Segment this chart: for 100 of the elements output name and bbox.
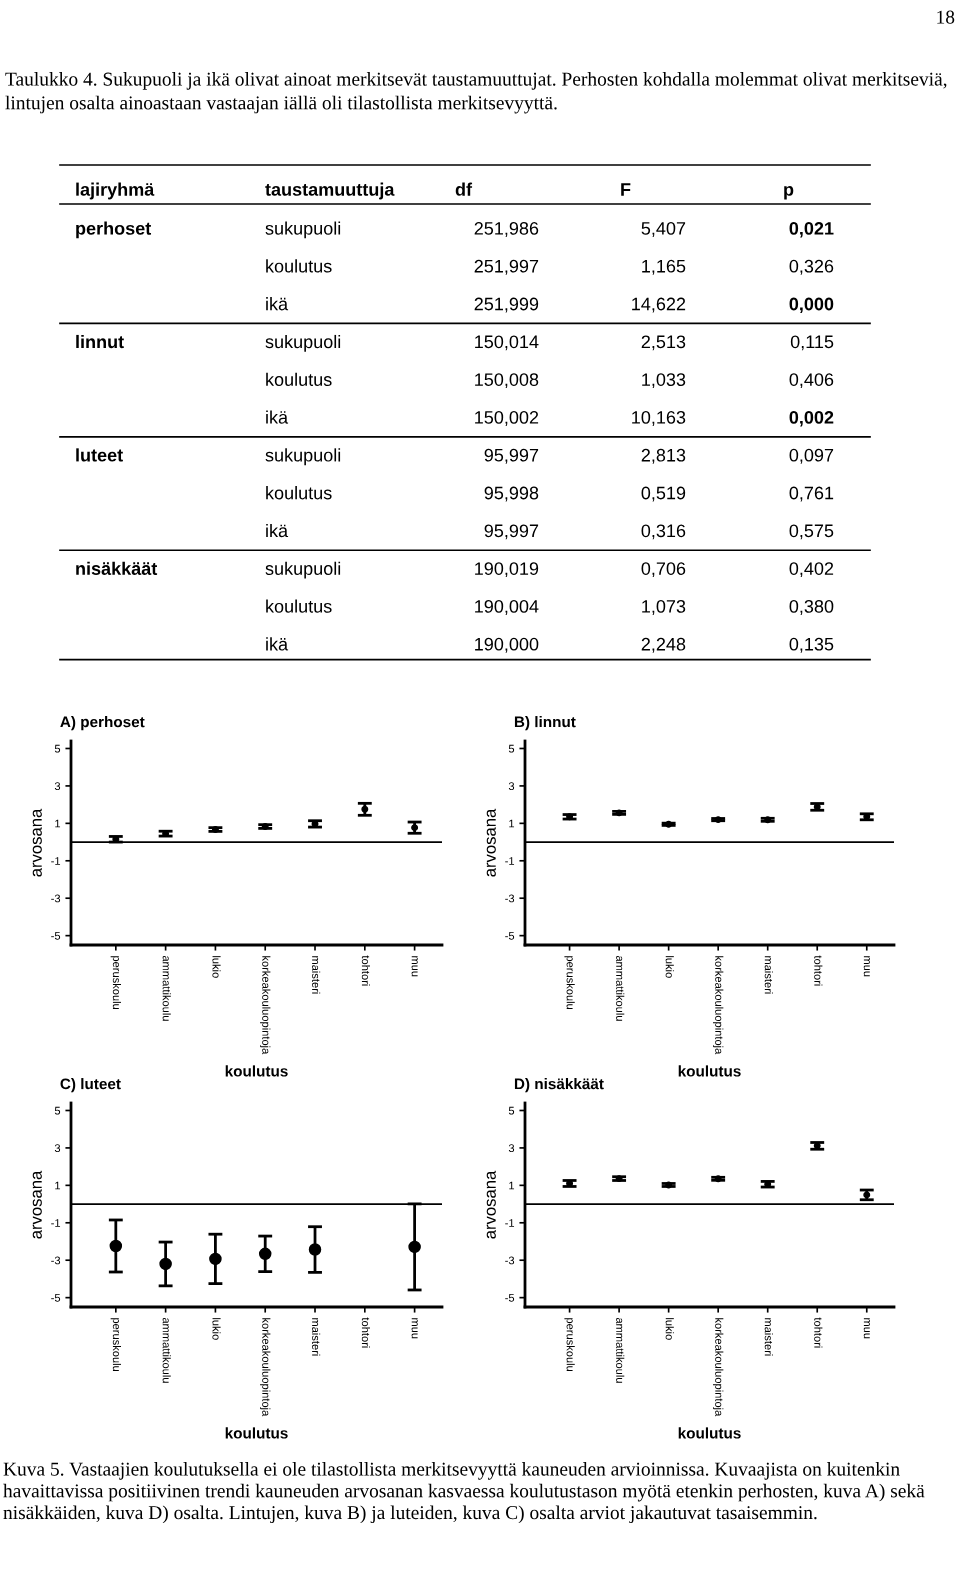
y-axis-title: arvosana xyxy=(32,808,42,877)
text: 251,986 xyxy=(474,222,539,237)
y-axis-title: arvosana xyxy=(486,808,496,877)
x-tick-label: tohtori xyxy=(361,955,370,986)
x-tick-label: maisteri xyxy=(312,956,321,994)
text: 150,002 xyxy=(475,411,539,426)
y-tick-label: -1 xyxy=(505,857,515,865)
text: 0,000 xyxy=(789,297,834,313)
x-axis-title: koulutus xyxy=(678,1427,741,1439)
text: df xyxy=(455,182,473,196)
y-tick-label: 3 xyxy=(508,1144,515,1153)
x-tick-label: muu xyxy=(863,956,870,977)
x-tick-label: korkeakouluopintoja xyxy=(260,1318,271,1417)
text: 251,997 xyxy=(474,259,539,275)
text: luteet xyxy=(76,448,123,462)
x-tick-label: lukio xyxy=(212,1318,221,1340)
text: koulutus xyxy=(266,599,332,613)
x-tick-label: muu xyxy=(411,956,418,977)
text: 0,380 xyxy=(789,600,834,615)
y-tick-label: 5 xyxy=(508,744,515,753)
text: 150,014 xyxy=(475,335,539,351)
text: 10,163 xyxy=(632,411,686,426)
point xyxy=(159,1257,172,1271)
y-tick-label: -3 xyxy=(505,894,515,903)
x-tick-label: peruskoulu xyxy=(110,1318,121,1372)
text: 2,248 xyxy=(641,637,686,653)
y-tick-label: 3 xyxy=(54,1144,61,1153)
text: 0,002 xyxy=(789,411,834,427)
text: lajiryhmä xyxy=(76,182,155,200)
text: 0,097 xyxy=(789,448,834,464)
text: 18 xyxy=(937,10,955,24)
chart-title: D) nisäkkäät xyxy=(514,1078,604,1093)
y-tick-label: -5 xyxy=(51,1294,61,1302)
text: ikä xyxy=(266,410,289,424)
text: 190,019 xyxy=(475,562,539,578)
point xyxy=(408,1240,421,1254)
chart-title: C) luteet xyxy=(60,1078,121,1093)
text: 0,402 xyxy=(789,562,834,578)
text: ikä xyxy=(266,297,289,311)
point xyxy=(109,1239,123,1253)
text: sukupuoli xyxy=(265,448,341,466)
text: koulutus xyxy=(266,372,332,386)
text: 0,021 xyxy=(789,222,834,238)
x-tick-label: korkeakouluopintoja xyxy=(260,956,271,1055)
text: 95,997 xyxy=(484,448,539,464)
text: 0,115 xyxy=(790,335,834,351)
text: 1,073 xyxy=(642,600,686,615)
x-tick-label: ammattikoulu xyxy=(162,955,171,1021)
y-tick-label: -5 xyxy=(505,932,515,940)
chart-title: A) perhoset xyxy=(60,716,145,731)
point xyxy=(209,1252,222,1266)
text: 251,999 xyxy=(474,297,539,313)
y-tick-label: 5 xyxy=(54,1106,61,1115)
y-tick-label: 5 xyxy=(508,1106,515,1115)
text: 95,998 xyxy=(484,486,539,502)
y-tick-label: 1 xyxy=(509,1181,515,1190)
x-tick-label: tohtori xyxy=(361,1317,370,1348)
y-tick-label: 3 xyxy=(54,782,61,791)
x-tick-label: ammattikoulu xyxy=(616,1317,625,1383)
text: koulutus xyxy=(266,259,332,273)
y-tick-label: -1 xyxy=(505,1219,515,1227)
x-axis-title: koulutus xyxy=(225,1427,288,1439)
x-tick-label: lukio xyxy=(665,1318,674,1340)
text: Taulukko 4. Sukupuoli ja ikä olivat ainoat merkitsevät taustamuuttujat. Perhosten kohdalla molemmat olivat merkitseviä, lintujen osalta ainoastaan vastaajan iällä oli tilastollista merkitsevyyttä. xyxy=(5,72,947,114)
text: 0,326 xyxy=(789,259,834,275)
text: koulutus xyxy=(266,486,332,500)
y-tick-label: -3 xyxy=(505,1256,515,1265)
text: 0,316 xyxy=(641,524,686,540)
text: 95,997 xyxy=(484,524,539,540)
y-tick-label: 3 xyxy=(508,782,515,791)
text: 5,407 xyxy=(641,222,686,237)
x-tick-label: lukio xyxy=(665,956,674,978)
text: linnut xyxy=(76,334,124,349)
text: 14,622 xyxy=(632,297,686,313)
x-tick-label: peruskoulu xyxy=(564,1318,575,1372)
x-tick-label: ammattikoulu xyxy=(616,955,625,1021)
text: p xyxy=(784,185,794,200)
x-tick-label: maisteri xyxy=(764,1318,773,1356)
y-axis-title: arvosana xyxy=(486,1170,496,1239)
x-axis-title: koulutus xyxy=(678,1065,741,1077)
y-tick-label: 1 xyxy=(55,1181,61,1190)
point xyxy=(308,1243,322,1256)
y-tick-label: -1 xyxy=(51,1219,61,1227)
text: perhoset xyxy=(76,221,152,239)
text: ikä xyxy=(266,523,289,538)
x-axis-title: koulutus xyxy=(225,1065,288,1077)
text: sukupuoli xyxy=(265,334,341,352)
text: 1,165 xyxy=(642,259,686,275)
x-tick-label: korkeakouluopintoja xyxy=(712,1318,724,1417)
y-tick-label: 1 xyxy=(509,819,515,828)
y-tick-label: 5 xyxy=(54,744,61,753)
x-tick-label: maisteri xyxy=(764,956,773,994)
x-tick-label: tohtori xyxy=(814,955,823,986)
text: 0,761 xyxy=(789,486,834,502)
x-tick-label: muu xyxy=(863,1318,870,1339)
text: taustamuuttuja xyxy=(265,182,395,200)
x-tick-label: lukio xyxy=(212,956,221,978)
text: 0,406 xyxy=(789,373,834,389)
x-tick-label: maisteri xyxy=(312,1318,321,1356)
x-tick-label: muu xyxy=(411,1318,418,1339)
